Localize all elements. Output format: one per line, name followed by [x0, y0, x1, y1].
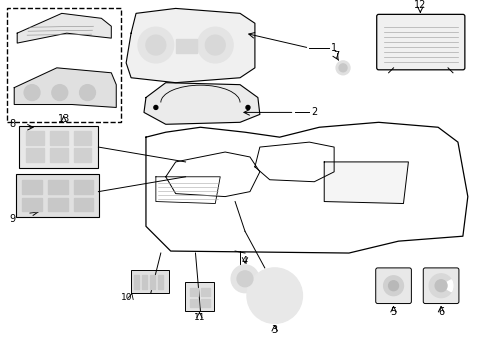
Bar [50, 148, 67, 162]
Circle shape [428, 274, 452, 298]
Text: 12: 12 [413, 0, 426, 10]
Circle shape [145, 35, 165, 55]
Bar [22, 180, 42, 194]
FancyBboxPatch shape [7, 8, 121, 122]
Bar [48, 180, 67, 194]
Polygon shape [324, 162, 407, 203]
Text: 2: 2 [311, 107, 317, 117]
FancyBboxPatch shape [130, 270, 169, 293]
Bar [26, 131, 44, 145]
Bar [22, 198, 42, 211]
FancyBboxPatch shape [423, 268, 458, 303]
Circle shape [388, 281, 398, 291]
Circle shape [52, 85, 67, 100]
Text: 4: 4 [242, 256, 247, 266]
Text: 3: 3 [271, 325, 277, 335]
Bar [150, 275, 155, 289]
Bar [48, 180, 67, 194]
Bar [189, 288, 198, 296]
Wedge shape [440, 280, 452, 292]
Bar [175, 39, 197, 53]
Bar [74, 198, 93, 211]
FancyBboxPatch shape [375, 268, 410, 303]
Text: 9: 9 [9, 214, 15, 224]
Bar [50, 131, 67, 145]
Bar [74, 148, 91, 162]
Bar [74, 180, 93, 194]
Circle shape [24, 85, 40, 100]
Circle shape [246, 268, 302, 323]
Bar [142, 275, 147, 289]
Bar [50, 148, 67, 162]
Bar [201, 288, 210, 296]
Bar [201, 298, 210, 306]
Bar [175, 39, 197, 53]
FancyBboxPatch shape [184, 282, 213, 311]
Polygon shape [126, 8, 254, 83]
Circle shape [245, 105, 249, 109]
Text: 8: 8 [9, 119, 15, 129]
Circle shape [154, 105, 158, 109]
Circle shape [434, 280, 446, 292]
Bar [201, 288, 210, 296]
Circle shape [80, 85, 95, 100]
Circle shape [138, 27, 173, 63]
FancyBboxPatch shape [16, 174, 99, 217]
Text: 5: 5 [389, 307, 396, 318]
Bar [26, 148, 44, 162]
Bar [201, 298, 210, 306]
Bar [74, 131, 91, 145]
FancyBboxPatch shape [19, 126, 98, 168]
Bar [74, 148, 91, 162]
Bar [150, 275, 155, 289]
Bar [26, 148, 44, 162]
Polygon shape [17, 13, 111, 43]
Bar [189, 298, 198, 306]
Polygon shape [14, 68, 116, 107]
Polygon shape [143, 83, 259, 124]
Bar [74, 180, 93, 194]
Bar [48, 198, 67, 211]
Circle shape [231, 265, 258, 293]
Bar [22, 198, 42, 211]
Bar [189, 298, 198, 306]
Bar [142, 275, 147, 289]
Bar [22, 180, 42, 194]
Bar [134, 275, 139, 289]
Text: 11: 11 [193, 313, 205, 322]
Bar [134, 275, 139, 289]
Text: 10: 10 [121, 293, 133, 302]
Circle shape [383, 276, 403, 296]
Bar [158, 275, 163, 289]
Circle shape [338, 64, 346, 72]
Circle shape [237, 271, 252, 287]
Bar [26, 131, 44, 145]
Circle shape [205, 35, 225, 55]
Bar [189, 288, 198, 296]
Bar [74, 131, 91, 145]
Text: 13: 13 [58, 114, 70, 124]
Bar [74, 198, 93, 211]
Bar [158, 275, 163, 289]
Circle shape [335, 61, 349, 75]
Bar [50, 131, 67, 145]
Bar [48, 198, 67, 211]
Text: 1: 1 [330, 43, 337, 53]
Circle shape [197, 27, 233, 63]
Text: 7: 7 [332, 51, 339, 61]
FancyBboxPatch shape [376, 14, 464, 70]
Text: 6: 6 [437, 307, 443, 318]
